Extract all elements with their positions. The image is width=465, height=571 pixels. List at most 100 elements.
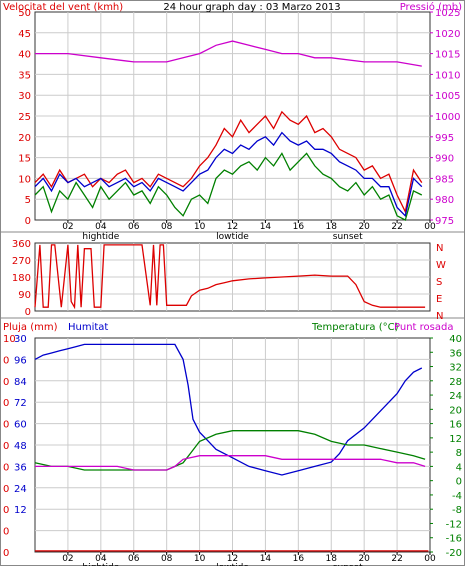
humitat-y-tick-label: 36 (14, 462, 27, 473)
pressure-y-tick-label: 1025 (435, 8, 460, 19)
pressure-y-tick-label: 980 (435, 195, 454, 206)
humitat-y-tick-label: 48 (14, 441, 27, 452)
wind-axis-title: Velocitat del vent (kmh) (3, 2, 123, 13)
wind-panel-x-annotation: hightide (82, 232, 119, 242)
wind-panel-x-tick-label: 14 (260, 222, 272, 232)
humitat-y-tick-label: 84 (14, 377, 27, 388)
temperature-y-tick-label: 12 (449, 434, 462, 445)
climate-panel-x-tick-label: 06 (128, 554, 140, 564)
wind-panel-x-annotation: sunset (333, 232, 363, 242)
pluja-y-tick-label: 0 (3, 355, 9, 366)
wind-panel-x-annotation: lowtide (216, 232, 249, 242)
wind-y-tick-label: 45 (18, 29, 31, 40)
pressure-y-tick-label: 985 (435, 174, 454, 185)
dewpoint-series (35, 455, 426, 471)
temperature-y-tick-label: -20 (446, 548, 462, 559)
climate-panel-x-tick-label: 12 (227, 554, 238, 564)
wind-direction-series (34, 244, 426, 310)
wind-y-tick-label: 5 (25, 195, 31, 206)
climate-panel-x-tick-label: 10 (194, 554, 206, 564)
climate-panel-x-tick-label: 00 (424, 554, 436, 564)
pressure-y-tick-label: 975 (435, 216, 454, 227)
wind-panel-x-tick-label: 10 (194, 222, 206, 232)
temperature-y-tick-label: -16 (446, 534, 462, 545)
climate-panel-x-tick-label: 14 (260, 554, 272, 564)
direction-y-tick-label: 0 (25, 307, 31, 318)
wind-panel-x-tick-label: 16 (293, 222, 305, 232)
humidity-series (34, 343, 423, 476)
temperature-y-tick-label: 28 (449, 377, 462, 388)
temperature-y-tick-label: 32 (449, 363, 462, 374)
direction-y-tick-label: 180 (12, 273, 31, 284)
temperature-y-tick-label: 0 (456, 477, 462, 488)
wind-panel-x-tick-label: 18 (326, 222, 338, 232)
pressure-y-tick-label: 1020 (435, 29, 460, 40)
humitat-y-tick-label: 30 (14, 334, 27, 345)
wind-panel-x-tick-label: 02 (62, 222, 73, 232)
wind-panel-x-tick-label: 06 (128, 222, 140, 232)
direction-y-tick-label: 360 (12, 239, 31, 250)
wind-panel-x-tick-label: 04 (95, 222, 107, 232)
wind-y-tick-label: 25 (18, 112, 31, 123)
direction-compass-label: S (436, 277, 442, 288)
wind-y-tick-label: 10 (18, 174, 31, 185)
climate-panel-x-tick-label: 02 (62, 554, 73, 564)
temperature-y-tick-label: 4 (456, 462, 462, 473)
wind-y-tick-label: 35 (18, 70, 31, 81)
climate-panel-x-tick-label: 16 (293, 554, 305, 564)
legend-humitat: Humitat (68, 322, 108, 333)
temperature-y-tick-label: 8 (456, 448, 462, 459)
pluja-y-tick-label: 0 (3, 484, 9, 495)
temperature-y-tick-label: 16 (449, 420, 462, 431)
direction-compass-label: W (436, 260, 446, 271)
pressure-y-tick-label: 990 (435, 154, 454, 165)
wind-y-tick-label: 40 (18, 50, 31, 61)
legend-pluja: Pluja (mm) (3, 322, 58, 333)
climate-panel-x-tick-label: 20 (358, 554, 370, 564)
wind-y-tick-label: 15 (18, 154, 31, 165)
wind-y-tick-label: 0 (25, 216, 31, 227)
direction-y-tick-label: 90 (18, 290, 31, 301)
humitat-y-tick-label: 96 (14, 355, 27, 366)
pressure-y-tick-label: 1015 (435, 50, 460, 61)
climate-panel-x-tick-label: 04 (95, 554, 107, 564)
temperature-y-tick-label: 24 (449, 391, 462, 402)
direction-compass-label: N (436, 311, 443, 322)
climate-panel-x-tick-label: 08 (161, 554, 173, 564)
direction-compass-label: N (436, 243, 443, 254)
pluja-y-tick-label: 0 (3, 398, 9, 409)
temperature-y-tick-label: -4 (452, 491, 462, 502)
legend-punt-rosada: Punt rosada (394, 322, 453, 333)
temperature-y-tick-label: 40 (449, 334, 462, 345)
pressure-y-tick-label: 1000 (435, 112, 460, 123)
wind-panel-x-tick-label: 00 (424, 222, 436, 232)
wind-avg-series (34, 131, 423, 218)
pluja-y-tick-label: 0 (3, 420, 9, 431)
temperature-y-tick-label: 36 (449, 348, 462, 359)
humitat-y-tick-label: 24 (14, 484, 27, 495)
direction-compass-label: E (436, 294, 442, 305)
temperature-y-tick-label: -8 (452, 505, 462, 516)
pluja-y-tick-label: 0 (3, 548, 9, 559)
pressure-axis-title: Pressió (mb) (400, 1, 462, 13)
direction-y-tick-label: 270 (12, 256, 31, 267)
wind-y-tick-label: 50 (18, 8, 31, 19)
pluja-y-tick-label: 0 (3, 527, 9, 538)
pressure-y-tick-label: 1010 (435, 70, 460, 81)
pluja-y-tick-label: 0 (3, 441, 9, 452)
legend-temperatura: Temperatura (°C) (311, 322, 399, 333)
pluja-y-tick-label: 0 (3, 462, 9, 473)
pluja-y-tick-label: 10 (3, 334, 16, 345)
wind-low-series (34, 152, 423, 221)
temperature-y-tick-label: 20 (449, 405, 462, 416)
pluja-y-tick-label: 0 (3, 505, 9, 516)
climate-panel-x-tick-label: 22 (391, 554, 402, 564)
pressure-y-tick-label: 1005 (435, 91, 460, 102)
wind-panel-x-tick-label: 08 (161, 222, 173, 232)
pressure-y-tick-label: 995 (435, 133, 454, 144)
temperature-series (34, 430, 426, 471)
wind-panel-x-tick-label: 12 (227, 222, 238, 232)
wind-panel-x-tick-label: 20 (358, 222, 370, 232)
